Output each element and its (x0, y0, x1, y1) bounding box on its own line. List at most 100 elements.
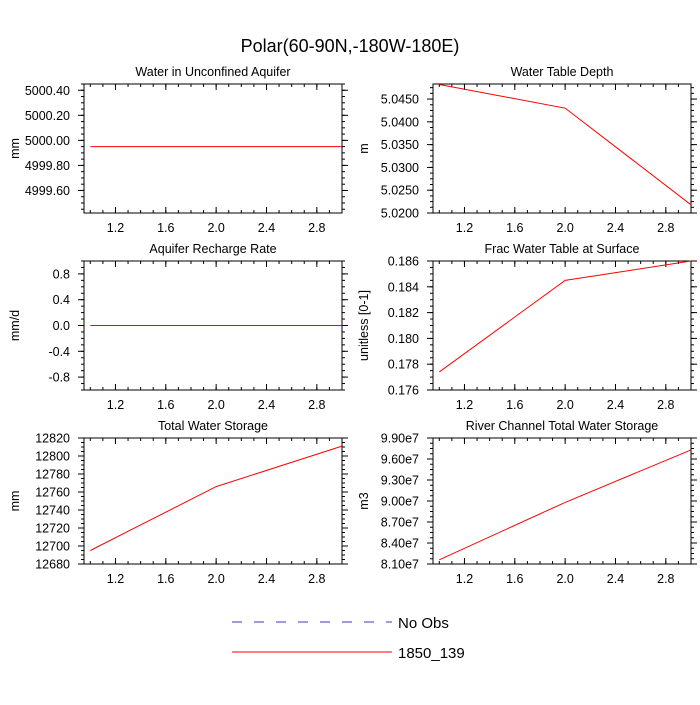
y-tick-label: 0.184 (388, 280, 419, 294)
y-tick-label: 0.176 (388, 384, 419, 398)
y-tick-label: 0.8 (53, 267, 70, 281)
x-tick-label: 2.4 (607, 221, 624, 235)
x-tick-label: 1.6 (157, 398, 174, 412)
y-tick-label: 9.90e7 (381, 432, 419, 446)
x-tick-label: 2.0 (556, 398, 573, 412)
y-tick-label: 5000.40 (25, 84, 70, 98)
plot-frame (83, 83, 343, 214)
y-tick-label: 12800 (35, 450, 70, 464)
panel-6: River Channel Total Water Storage m3 1.2 1.… (357, 419, 697, 586)
x-tick-label: 2.4 (258, 221, 275, 235)
x-tick-label: 1.2 (107, 572, 124, 586)
y-tick-label: 12780 (35, 468, 70, 482)
plot-frame (432, 260, 692, 391)
y-tick-label: -0.8 (48, 371, 70, 385)
series-line-1850_139 (438, 260, 692, 373)
chart-panels: Water in Unconfined Aquifer mm 1.2 1.6 2.0 2.… (8, 65, 697, 586)
y-axis-label: unitless [0-1] (357, 290, 371, 361)
figure-title: Polar(60-90N,-180W-180E) (241, 36, 460, 56)
y-tick-label: 4999.60 (25, 184, 70, 198)
series-line-1850_139 (439, 449, 692, 561)
x-tick-label: 1.2 (456, 221, 473, 235)
y-tick-label: 12700 (35, 540, 70, 554)
legend-label-1850-139: 1850_139 (398, 645, 465, 662)
panel-title: Total Water Storage (158, 419, 268, 433)
x-tick-label: 2.0 (556, 221, 573, 235)
y-tick-label: 0.186 (388, 255, 419, 269)
y-axis-label: m3 (357, 492, 371, 509)
y-axis-label: mm (8, 491, 22, 512)
y-tick-label: 9.00e7 (381, 495, 419, 509)
y-tick-label: 4999.80 (25, 159, 70, 173)
y-tick-label: 5000.20 (25, 109, 70, 123)
x-tick-label: 2.0 (207, 572, 224, 586)
y-tick-label: 0.182 (388, 306, 419, 320)
panel-title: River Channel Total Water Storage (466, 419, 659, 433)
panel-3: Aquifer Recharge Rate mm/d 1.2 1.6 2.0 2.4 2.8… (8, 242, 348, 412)
panel-title: Frac Water Table at Surface (485, 242, 640, 256)
y-axis-label: m (357, 143, 371, 153)
panel-1: Water in Unconfined Aquifer mm 1.2 1.6 2.0 2.… (8, 65, 348, 235)
x-tick-label: 2.8 (308, 572, 325, 586)
x-tick-label: 1.6 (506, 398, 523, 412)
series-line-1850_139 (439, 83, 692, 206)
panel-title: Water in Unconfined Aquifer (135, 65, 290, 79)
y-tick-label: 0.180 (388, 332, 419, 346)
y-tick-label: 12760 (35, 486, 70, 500)
y-tick-label: -0.4 (48, 345, 70, 359)
x-tick-label: 1.2 (456, 572, 473, 586)
y-tick-label: 8.70e7 (381, 516, 419, 530)
x-tick-label: 1.6 (157, 221, 174, 235)
x-tick-label: 2.0 (556, 572, 573, 586)
x-tick-label: 1.2 (456, 398, 473, 412)
y-tick-label: 12720 (35, 522, 70, 536)
y-tick-label: 5.0250 (381, 184, 419, 198)
x-tick-label: 2.8 (657, 221, 674, 235)
x-tick-label: 2.0 (207, 398, 224, 412)
panel-2: Water Table Depth m 1.2 1.6 2.0 2.4 2.8 5.0200 5… (357, 65, 697, 235)
x-tick-label: 2.4 (258, 398, 275, 412)
y-tick-label: 0.0 (53, 319, 70, 333)
y-axis-label: mm/d (8, 310, 22, 341)
y-tick-label: 12740 (35, 504, 70, 518)
y-tick-label: 5.0400 (381, 115, 419, 129)
legend: No Obs 1850_139 (232, 615, 465, 662)
panel-4: Frac Water Table at Surface unitless [0-1… (357, 242, 697, 412)
x-tick-label: 1.6 (157, 572, 174, 586)
x-tick-label: 1.6 (506, 221, 523, 235)
x-tick-label: 2.4 (607, 572, 624, 586)
y-tick-label: 9.30e7 (381, 474, 419, 488)
panel-5: Total Water Storage mm 1.2 1.6 2.0 2.4 2.8 1268… (8, 419, 348, 586)
y-tick-label: 12680 (35, 558, 70, 572)
panel-title: Aquifer Recharge Rate (149, 242, 276, 256)
x-tick-label: 2.0 (207, 221, 224, 235)
y-tick-label: 12820 (35, 432, 70, 446)
y-tick-label: 9.60e7 (381, 453, 419, 467)
y-tick-label: 5.0200 (381, 207, 419, 221)
x-tick-label: 1.2 (107, 221, 124, 235)
plot-frame (83, 437, 343, 565)
y-tick-label: 0.4 (53, 293, 70, 307)
series-line-1850_139 (90, 445, 343, 551)
y-tick-label: 5.0450 (381, 93, 419, 107)
plot-frame (432, 83, 692, 214)
x-tick-label: 2.8 (308, 221, 325, 235)
y-tick-label: 8.10e7 (381, 558, 419, 572)
x-tick-label: 2.4 (258, 572, 275, 586)
y-tick-label: 0.178 (388, 358, 419, 372)
x-tick-label: 2.8 (657, 398, 674, 412)
y-axis-label: mm (8, 138, 22, 159)
panel-title: Water Table Depth (511, 65, 614, 79)
x-tick-label: 2.4 (607, 398, 624, 412)
x-tick-label: 1.2 (107, 398, 124, 412)
y-tick-label: 5.0350 (381, 138, 419, 152)
x-tick-label: 2.8 (308, 398, 325, 412)
y-tick-label: 5.0300 (381, 161, 419, 175)
y-tick-label: 5000.00 (25, 134, 70, 148)
x-tick-label: 2.8 (657, 572, 674, 586)
x-tick-label: 1.6 (506, 572, 523, 586)
legend-label-no-obs: No Obs (398, 615, 449, 632)
y-tick-label: 8.40e7 (381, 537, 419, 551)
